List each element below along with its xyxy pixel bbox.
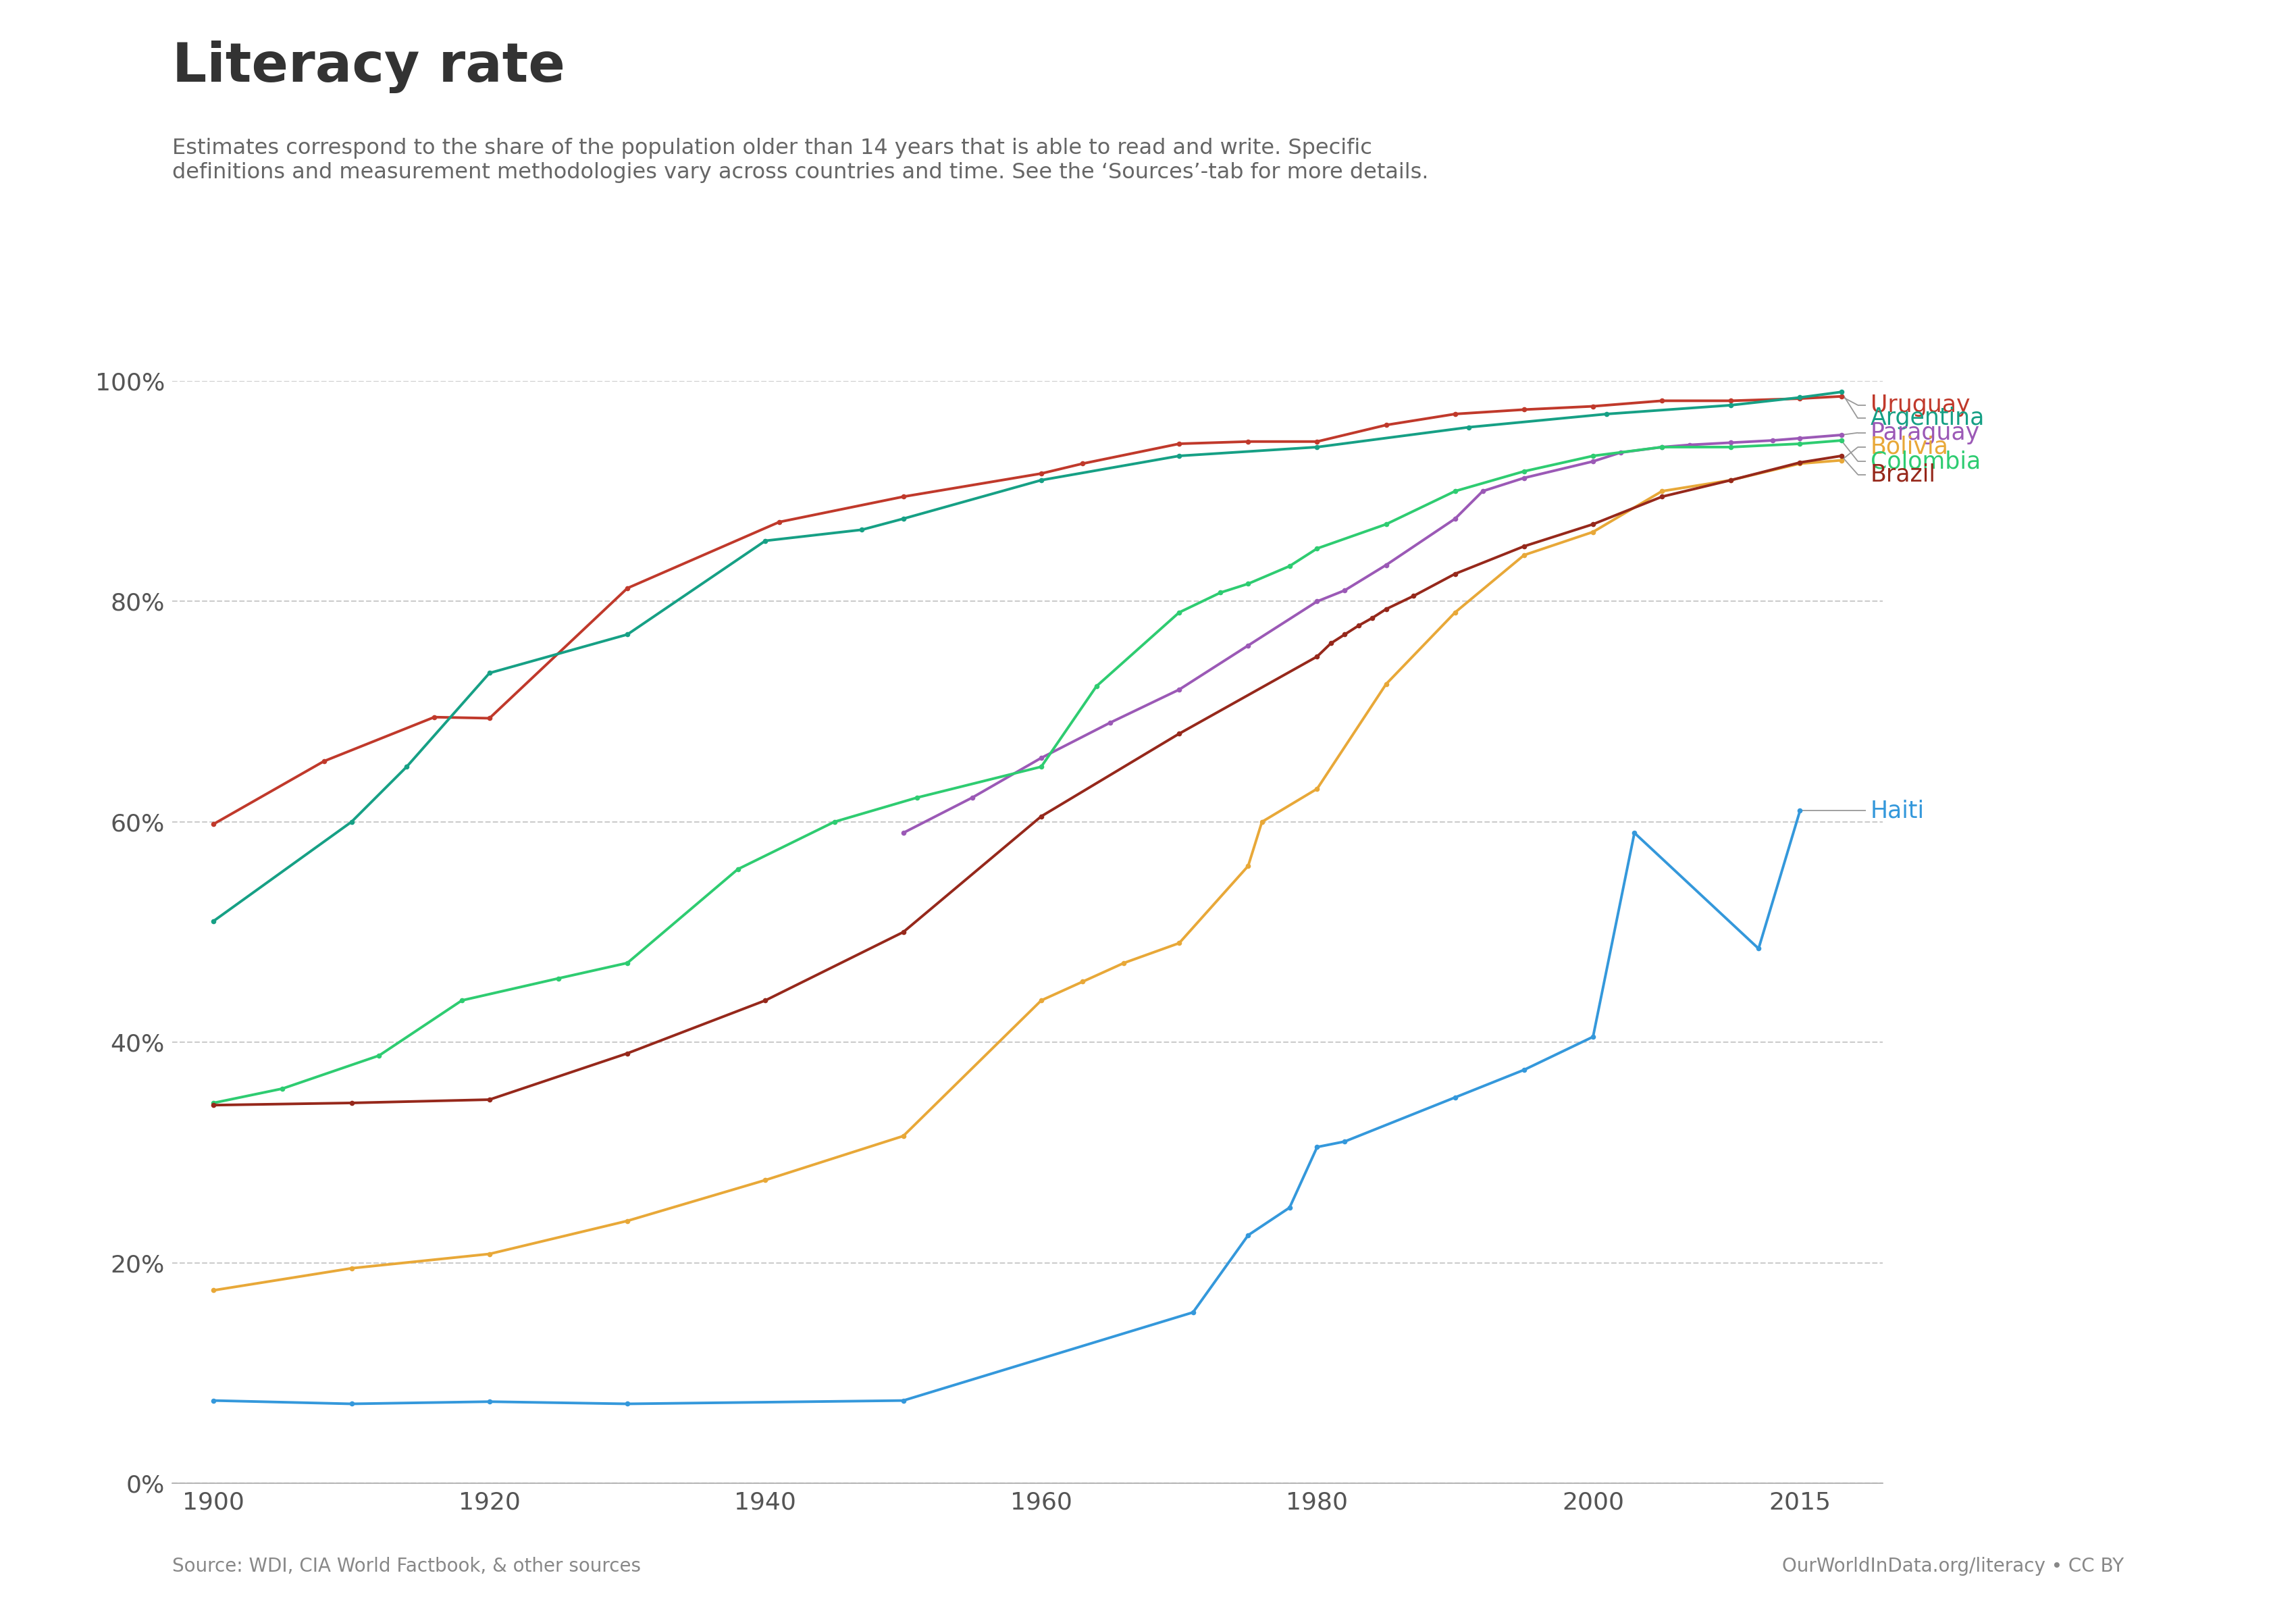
Text: Estimates correspond to the share of the population older than 14 years that is : Estimates correspond to the share of the… <box>172 138 1428 183</box>
Text: in Data: in Data <box>2073 112 2149 131</box>
Text: OurWorldInData.org/literacy • CC BY: OurWorldInData.org/literacy • CC BY <box>1782 1556 2124 1576</box>
Text: Brazil: Brazil <box>1871 464 1936 486</box>
Text: Source: WDI, CIA World Factbook, & other sources: Source: WDI, CIA World Factbook, & other… <box>172 1556 641 1576</box>
Text: Colombia: Colombia <box>1871 451 1981 473</box>
Text: Literacy rate: Literacy rate <box>172 41 565 92</box>
Text: Our World: Our World <box>2057 58 2165 76</box>
Text: Paraguay: Paraguay <box>1871 421 1979 444</box>
Text: Argentina: Argentina <box>1871 407 1984 430</box>
Text: Haiti: Haiti <box>1871 799 1924 822</box>
Text: Bolivia: Bolivia <box>1871 436 1949 459</box>
Text: Uruguay: Uruguay <box>1871 394 1970 417</box>
